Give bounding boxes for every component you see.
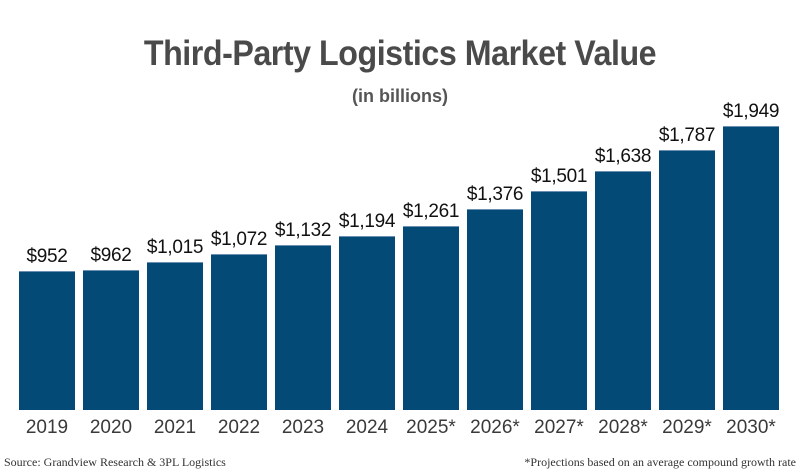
bar-2030 (723, 126, 779, 410)
x-tick-label: 2028* (598, 417, 648, 438)
x-tick-label: 2019 (25, 417, 69, 438)
value-label: $962 (90, 245, 132, 266)
x-tick-label: 2029* (662, 417, 712, 438)
value-label: $1,194 (338, 211, 396, 232)
projection-note: *Projections based on an average compoun… (524, 455, 796, 469)
x-tick-label: 2030* (726, 417, 776, 438)
x-tick-label: 2025* (406, 417, 456, 438)
bar-2019 (19, 271, 75, 410)
chart-subtitle: (in billions) (352, 86, 448, 106)
bar-2024 (339, 236, 395, 410)
x-tick-label: 2022 (217, 417, 261, 438)
bar-2026 (467, 209, 523, 410)
x-tick-label: 2023 (281, 417, 325, 438)
value-label: $952 (26, 246, 68, 267)
value-label: $1,015 (146, 237, 204, 258)
value-label: $1,376 (466, 184, 524, 205)
bar-2029 (659, 150, 715, 410)
bar-2027 (531, 191, 587, 410)
x-tick-label: 2020 (89, 417, 133, 438)
value-label: $1,261 (402, 201, 460, 222)
bar-2022 (211, 254, 267, 410)
value-label: $1,787 (658, 125, 716, 146)
x-tick-label: 2021 (153, 417, 197, 438)
chart-title: Third-Party Logistics Market Value (143, 34, 657, 73)
bar-2025 (403, 226, 459, 410)
x-tick-label: 2026* (470, 417, 520, 438)
bar-2020 (83, 270, 139, 410)
value-label: $1,638 (594, 146, 652, 167)
x-tick-label: 2027* (534, 417, 584, 438)
value-label: $1,132 (274, 220, 332, 241)
x-tick-label: 2024 (345, 417, 389, 438)
source-note: Source: Grandview Research & 3PL Logisti… (4, 455, 226, 469)
value-label: $1,501 (530, 166, 588, 187)
bar-2021 (147, 262, 203, 410)
bar-2023 (275, 245, 331, 410)
value-label: $1,072 (210, 229, 268, 250)
value-label: $1,949 (722, 101, 780, 122)
bar-2028 (595, 171, 651, 410)
